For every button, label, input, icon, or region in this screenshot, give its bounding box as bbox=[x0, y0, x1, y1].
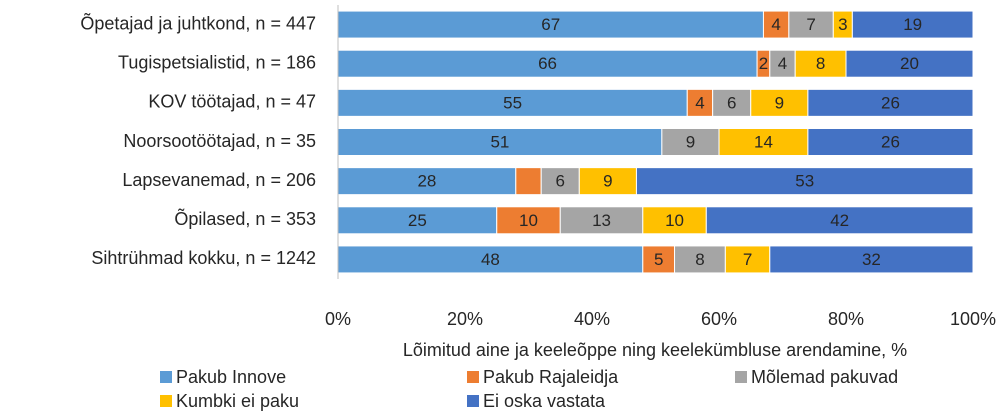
data-label: 19 bbox=[903, 15, 922, 34]
data-label: 9 bbox=[686, 132, 695, 151]
bar-segment bbox=[642, 245, 676, 274]
data-label: 48 bbox=[481, 250, 500, 269]
x-tick-label: 40% bbox=[574, 309, 610, 329]
legend-label: Ei oska vastata bbox=[483, 391, 606, 411]
data-label: 10 bbox=[665, 211, 684, 230]
legend-label: Kumbki ei paku bbox=[176, 391, 299, 411]
bar-segment bbox=[750, 88, 809, 117]
bar-segment bbox=[807, 88, 974, 117]
data-label: 28 bbox=[417, 172, 436, 191]
bar-segment bbox=[635, 167, 974, 196]
bar-segment bbox=[559, 206, 644, 235]
data-label: 9 bbox=[775, 93, 784, 112]
bar-segment bbox=[762, 10, 790, 39]
x-tick-label: 20% bbox=[447, 309, 483, 329]
data-label: 13 bbox=[592, 211, 611, 230]
data-label: 42 bbox=[830, 211, 849, 230]
y-tick-label: Sihtrühmad kokku, n = 1242 bbox=[91, 248, 316, 268]
y-tick-label: Õpetajad ja juhtkond, n = 447 bbox=[80, 12, 316, 33]
bar-segment bbox=[845, 49, 974, 78]
legend-label: Mõlemad pakuvad bbox=[751, 367, 898, 387]
data-label: 7 bbox=[743, 250, 752, 269]
bar-segment bbox=[337, 49, 758, 78]
bar-segment bbox=[515, 167, 542, 196]
data-label: 14 bbox=[754, 132, 773, 151]
data-label: 7 bbox=[806, 15, 815, 34]
data-label: 26 bbox=[881, 132, 900, 151]
data-label: 6 bbox=[727, 93, 736, 112]
data-label: 67 bbox=[541, 15, 560, 34]
legend-swatch bbox=[467, 371, 479, 383]
data-label: 10 bbox=[519, 211, 538, 230]
legend-swatch bbox=[160, 395, 172, 407]
data-label: 26 bbox=[881, 93, 900, 112]
data-label: 53 bbox=[795, 172, 814, 191]
x-axis-label: Lõimitud aine ja keeleõppe ning keeleküm… bbox=[403, 340, 907, 360]
data-label: 66 bbox=[538, 54, 557, 73]
data-label: 9 bbox=[603, 172, 612, 191]
y-tick-label: Õpilased, n = 353 bbox=[174, 208, 316, 229]
bar-segment bbox=[769, 245, 974, 274]
data-label: 55 bbox=[503, 93, 522, 112]
legend-label: Pakub Innove bbox=[176, 367, 286, 387]
x-tick-label: 0% bbox=[325, 309, 351, 329]
bar-segment bbox=[705, 206, 974, 235]
bar-segment bbox=[337, 88, 688, 117]
data-label: 5 bbox=[654, 250, 663, 269]
legend-swatch bbox=[735, 371, 747, 383]
legend-label: Pakub Rajaleidja bbox=[483, 367, 619, 387]
data-label: 51 bbox=[490, 132, 509, 151]
bar-segment bbox=[337, 167, 517, 196]
bar-segment bbox=[788, 10, 834, 39]
data-label: 3 bbox=[838, 15, 847, 34]
data-label: 20 bbox=[900, 54, 919, 73]
y-tick-label: KOV töötajad, n = 47 bbox=[148, 92, 316, 112]
bar-segment bbox=[851, 10, 974, 39]
bar-segment bbox=[769, 49, 796, 78]
bar-segment bbox=[712, 88, 752, 117]
bar-segment bbox=[724, 245, 771, 274]
bar-segment bbox=[807, 128, 974, 156]
bar-segment bbox=[674, 245, 726, 274]
x-tick-label: 80% bbox=[828, 309, 864, 329]
data-label: 8 bbox=[816, 54, 825, 73]
data-label: 4 bbox=[695, 93, 704, 112]
bar-segment bbox=[337, 10, 764, 39]
data-label: 32 bbox=[862, 250, 881, 269]
x-tick-label: 100% bbox=[950, 309, 996, 329]
data-label: 6 bbox=[556, 172, 565, 191]
y-tick-label: Lapsevanemad, n = 206 bbox=[122, 170, 316, 190]
bar-segment bbox=[337, 128, 663, 156]
data-label: 2 bbox=[759, 54, 768, 73]
data-label: 4 bbox=[778, 54, 787, 73]
data-label: 25 bbox=[408, 211, 427, 230]
x-tick-label: 60% bbox=[701, 309, 737, 329]
data-label: 8 bbox=[695, 250, 704, 269]
y-tick-label: Tugispetsialistid, n = 186 bbox=[118, 52, 316, 72]
bar-segment bbox=[686, 88, 714, 117]
data-label: 4 bbox=[771, 15, 780, 34]
legend-swatch bbox=[160, 371, 172, 383]
y-tick-label: Noorsootöötajad, n = 35 bbox=[123, 131, 316, 151]
bar-segment bbox=[496, 206, 561, 235]
legend-swatch bbox=[467, 395, 479, 407]
bar-segment bbox=[337, 245, 644, 274]
bar-segment bbox=[794, 49, 847, 78]
